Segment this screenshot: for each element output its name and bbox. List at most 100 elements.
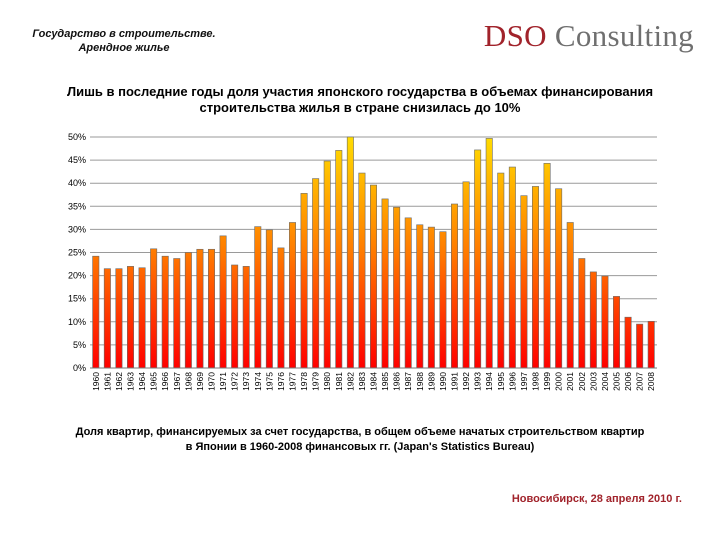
x-tick-label: 1980	[322, 372, 332, 391]
bar	[312, 178, 320, 369]
x-tick-label: 1986	[392, 372, 402, 391]
bar	[335, 150, 343, 369]
company-logo: DSO Consulting	[484, 18, 694, 54]
bar	[242, 266, 250, 369]
x-tick-label: 1962	[114, 372, 124, 391]
x-tick-label: 1964	[137, 372, 147, 391]
chart-title: Лишь в последние годы доля участия японс…	[66, 84, 654, 115]
y-tick-label: 15%	[68, 294, 86, 304]
bar	[254, 226, 262, 369]
x-tick-label: 1970	[207, 372, 217, 391]
x-tick-label: 1974	[253, 372, 263, 391]
bar	[555, 188, 563, 369]
x-tick-label: 1990	[438, 372, 448, 391]
x-tick-label: 1975	[264, 372, 274, 391]
bar	[613, 296, 620, 369]
bar	[370, 184, 377, 369]
x-tick-label: 2003	[588, 372, 598, 391]
bars	[92, 136, 655, 369]
x-tick-label: 1984	[369, 372, 379, 391]
bar	[624, 316, 632, 369]
x-tick-label: 1960	[91, 372, 101, 391]
section-title: Государство в строительстве. Арендное жи…	[14, 27, 234, 55]
x-tick-label: 1995	[496, 372, 506, 391]
bar	[103, 268, 111, 369]
x-tick-label: 1971	[218, 372, 228, 391]
bar	[115, 268, 123, 369]
x-tick-label: 1988	[415, 372, 425, 391]
bar	[346, 136, 354, 369]
x-tick-label: 1982	[345, 372, 355, 391]
x-tick-label: 1992	[461, 372, 471, 391]
section-title-line2: Арендное жилье	[78, 42, 170, 54]
x-axis-ticks: 1960 1961 1962 1963 1964 1965 1966 1967 1968 1969…	[91, 372, 656, 391]
x-tick-label: 1998	[531, 372, 541, 391]
bar	[184, 252, 192, 369]
x-tick-label: 1968	[183, 372, 193, 391]
bar	[381, 198, 389, 369]
x-tick-label: 2000	[554, 372, 564, 391]
bar	[219, 235, 227, 369]
x-tick-label: 1994	[484, 372, 494, 391]
y-tick-label: 25%	[68, 248, 86, 258]
footer-date: Новосибирск, 28 апреля 2010 г.	[511, 493, 682, 505]
x-tick-label: 1978	[299, 372, 309, 391]
bar	[520, 195, 528, 369]
bar	[566, 222, 574, 369]
x-tick-label: 1967	[172, 372, 182, 391]
bar	[543, 163, 551, 369]
bar	[300, 193, 308, 369]
bar	[393, 206, 401, 369]
x-tick-label: 1972	[230, 372, 240, 391]
bar	[92, 255, 100, 369]
x-tick-label: 1966	[160, 372, 170, 391]
bar	[173, 258, 181, 369]
x-tick-label: 2002	[577, 372, 587, 391]
bar	[485, 138, 493, 369]
x-tick-label: 2001	[565, 372, 575, 391]
chart-caption: Доля квартир, финансируемых за счет госу…	[30, 425, 690, 455]
x-tick-label: 2006	[623, 372, 633, 391]
x-tick-label: 1985	[380, 372, 390, 391]
bar	[127, 266, 134, 369]
bar	[231, 264, 239, 369]
caption-line1: Доля квартир, финансируемых за счет госу…	[75, 426, 645, 438]
x-tick-label: 2004	[600, 372, 610, 391]
bar	[323, 160, 331, 369]
logo-dso: DSO	[483, 18, 547, 53]
x-tick-label: 1973	[241, 372, 251, 391]
x-tick-label: 1961	[102, 372, 112, 391]
bar	[636, 323, 644, 369]
bar	[427, 226, 435, 369]
y-tick-label: 20%	[68, 271, 86, 281]
y-tick-label: 0%	[73, 363, 86, 373]
bar	[150, 248, 158, 369]
x-tick-label: 2005	[612, 372, 622, 391]
x-tick-label: 1993	[473, 372, 483, 391]
bar	[358, 172, 366, 369]
x-tick-label: 1965	[149, 372, 159, 391]
x-tick-label: 2007	[635, 372, 645, 391]
x-tick-label: 1996	[507, 372, 517, 391]
bar	[601, 275, 609, 369]
bar	[208, 248, 215, 369]
bar	[508, 166, 516, 369]
logo-consulting: Consulting	[554, 18, 694, 53]
section-title-line1: Государство в строительстве.	[32, 28, 216, 40]
x-tick-label: 1963	[126, 372, 136, 391]
bar	[289, 222, 296, 369]
y-tick-label: 5%	[73, 340, 86, 350]
bar	[578, 258, 586, 369]
y-tick-label: 40%	[68, 178, 86, 188]
bar	[497, 172, 505, 369]
bar	[647, 321, 655, 369]
x-tick-label: 1977	[288, 372, 298, 391]
x-tick-label: 1987	[403, 372, 413, 391]
bar	[451, 203, 458, 369]
bar	[416, 224, 424, 369]
y-tick-label: 10%	[68, 317, 86, 327]
bar	[462, 181, 470, 369]
x-tick-label: 2008	[646, 372, 656, 391]
bar	[474, 149, 482, 369]
